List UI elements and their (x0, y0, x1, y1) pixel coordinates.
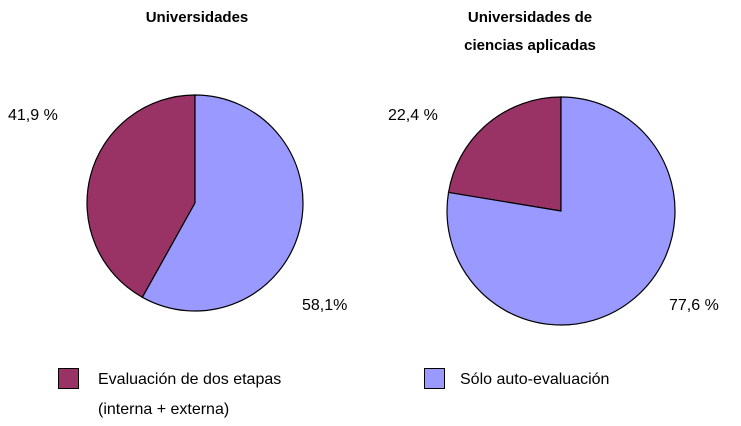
value-label: 22,4 % (388, 107, 438, 124)
pie-slice (447, 96, 562, 212)
chart-title: Universidades (145, 9, 249, 26)
legend-swatch (58, 368, 79, 389)
pie-slice (141, 94, 304, 312)
pie-slice (86, 94, 196, 299)
chart-title: Universidades de ciencias aplicadas (464, 9, 596, 54)
legend-label: Evaluación de dos etapas (interna + exte… (98, 371, 282, 418)
value-label: 77,6 % (669, 297, 719, 314)
value-label: 58,1% (302, 297, 348, 314)
pie-slice (446, 96, 676, 326)
value-label: 41,9 % (8, 107, 58, 124)
legend-swatch (424, 368, 445, 389)
legend-label: Sólo auto-evaluación (460, 371, 610, 388)
